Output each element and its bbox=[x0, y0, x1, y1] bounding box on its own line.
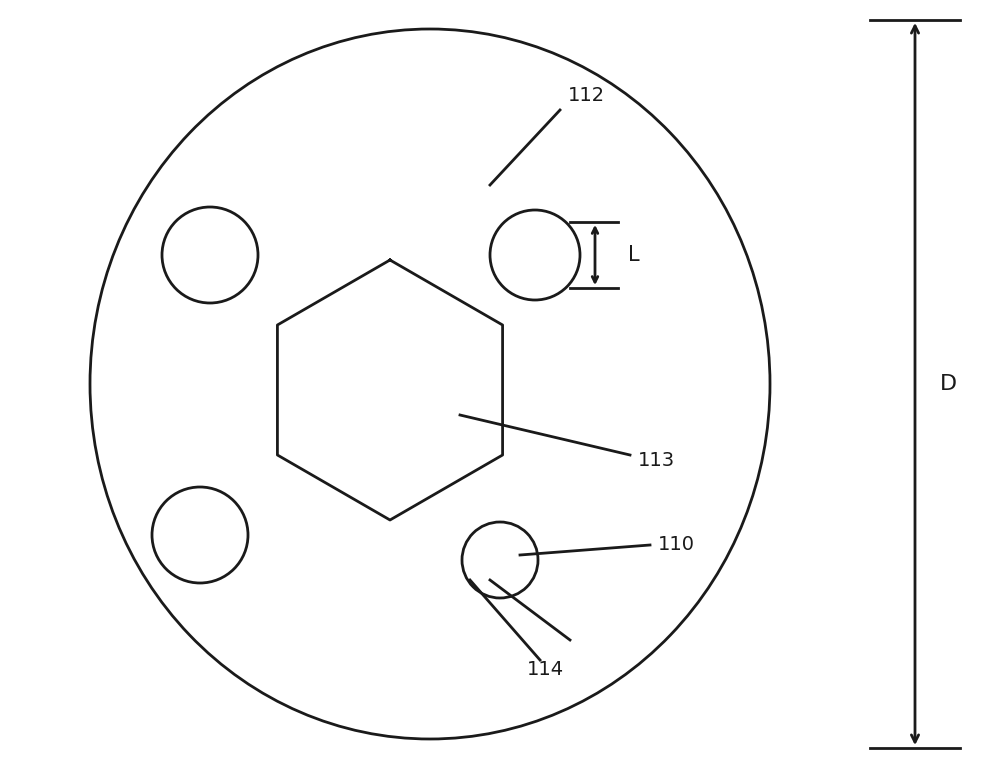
Text: 113: 113 bbox=[638, 451, 675, 470]
Text: 112: 112 bbox=[568, 86, 605, 105]
Text: 114: 114 bbox=[526, 660, 564, 679]
Text: 110: 110 bbox=[658, 535, 695, 554]
Text: L: L bbox=[628, 245, 640, 265]
Text: D: D bbox=[940, 374, 957, 394]
